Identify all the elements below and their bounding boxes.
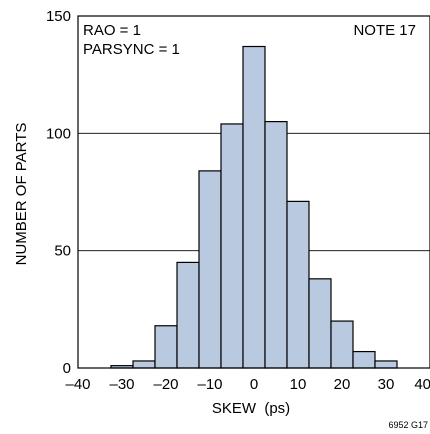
histogram-bar <box>242 45 266 369</box>
annotation-rao: RAO = 1 <box>83 22 141 39</box>
x-tick-label: 40 <box>414 376 430 393</box>
x-tick-label: –40 <box>65 376 90 393</box>
figure-id: 6952 G17 <box>388 420 428 430</box>
histogram-bar <box>308 278 332 369</box>
histogram-bar <box>220 123 244 369</box>
histogram-bar <box>154 325 178 369</box>
y-tick-label: 0 <box>63 360 71 377</box>
y-axis-ticks: 0 50 100 150 <box>46 8 71 377</box>
x-axis-ticks: –40 –30 –20 –10 0 10 20 30 40 <box>65 376 430 393</box>
y-tick-label: 150 <box>46 8 71 25</box>
histogram-bar <box>374 360 398 369</box>
annotation-parsync: PARSYNC = 1 <box>83 41 180 58</box>
histogram-bar <box>352 350 376 369</box>
x-tick-label: 20 <box>334 376 351 393</box>
y-axis-title: NUMBER OF PARTS <box>13 123 30 266</box>
x-tick-label: –30 <box>109 376 134 393</box>
histogram-bar <box>264 120 288 369</box>
x-tick-label: 10 <box>290 376 307 393</box>
annotation-note: NOTE 17 <box>353 22 416 39</box>
x-axis-title: SKEW (ps) <box>212 400 290 417</box>
plot-frame <box>77 15 430 369</box>
y-tick-label: 50 <box>54 243 71 260</box>
histogram-bar <box>176 261 200 369</box>
x-tick-label: –10 <box>197 376 222 393</box>
histogram-bar <box>286 200 310 369</box>
y-tick-label: 100 <box>46 125 71 142</box>
histogram-bar <box>198 170 222 369</box>
x-tick-label: –20 <box>153 376 178 393</box>
histogram-bar <box>132 360 156 369</box>
x-tick-label: 30 <box>378 376 395 393</box>
histogram-bar <box>330 320 354 369</box>
x-tick-label: 0 <box>250 376 258 393</box>
histogram-bars <box>110 45 398 369</box>
